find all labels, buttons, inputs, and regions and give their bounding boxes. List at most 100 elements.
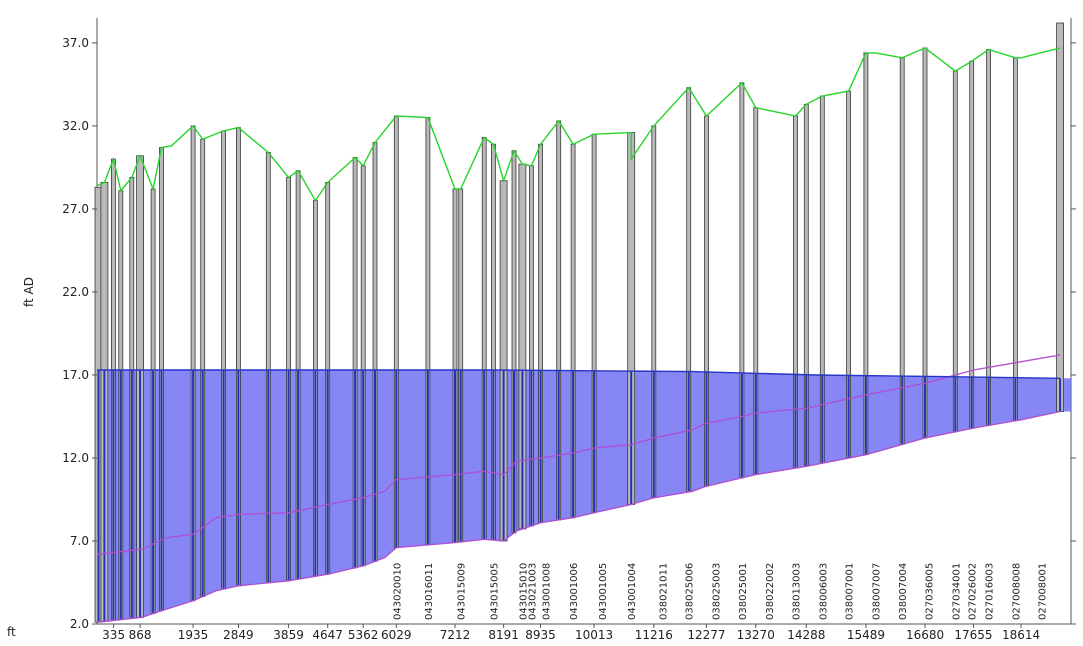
x-tick-label: 17655 bbox=[954, 628, 992, 642]
x-tick-label: 4647 bbox=[312, 628, 343, 642]
structure-water-stripe bbox=[805, 374, 808, 467]
structure-water-stripe bbox=[287, 370, 290, 581]
structure-water-stripe bbox=[630, 371, 633, 505]
structure-water-stripe bbox=[864, 375, 867, 455]
x-tick-label: 10013 bbox=[575, 628, 613, 642]
x-tick-label: 5362 bbox=[348, 628, 379, 642]
structure-water-stripe bbox=[754, 373, 757, 475]
x-axis: 335 868 1935 2849 3859 4647 5362 6029 7212 8191 89… bbox=[102, 624, 1040, 642]
x-tick-label: 13270 bbox=[737, 628, 775, 642]
node-label: 043001004 bbox=[627, 563, 638, 620]
ground-level-line bbox=[96, 47, 1061, 202]
node-label: 043016011 bbox=[424, 563, 435, 620]
y-tick-label: 2.0 bbox=[70, 617, 89, 631]
structure-column bbox=[1013, 57, 1018, 422]
flow-area bbox=[97, 370, 1071, 623]
structure-water-stripe bbox=[970, 377, 973, 429]
node-label: 038007007 bbox=[871, 563, 882, 620]
structure-water-stripe bbox=[847, 375, 850, 458]
series-lines bbox=[96, 47, 1061, 623]
structure-water-stripe bbox=[652, 371, 655, 498]
structure-water-stripe bbox=[237, 370, 240, 586]
node-label: 043015005 bbox=[489, 563, 500, 620]
node-label: 038007004 bbox=[898, 563, 909, 620]
x-tick-label: 3859 bbox=[273, 628, 304, 642]
node-label: 027036005 bbox=[925, 563, 936, 620]
x-tick-label: 18614 bbox=[1002, 628, 1040, 642]
node-labels: 043020010 043016011 043015009 043015005 0430… bbox=[392, 563, 1048, 620]
x-tick-label: 868 bbox=[129, 628, 152, 642]
y-tick-label: 17.0 bbox=[62, 368, 89, 382]
node-label: 027026002 bbox=[968, 563, 979, 620]
structure-water-stripe bbox=[192, 370, 195, 601]
structure-water-stripe bbox=[924, 376, 926, 438]
structure-water-stripe bbox=[530, 370, 533, 526]
node-label: 038022002 bbox=[765, 563, 776, 620]
node-label: 038007001 bbox=[845, 563, 856, 620]
y-tick-label: 12.0 bbox=[62, 451, 89, 465]
structure-water-stripe bbox=[374, 370, 376, 562]
structure-water-stripe bbox=[112, 370, 115, 621]
structure-water-stripe bbox=[687, 371, 690, 492]
hydraulic-grade-line bbox=[97, 369, 1061, 379]
node-label: 038025006 bbox=[685, 563, 696, 620]
node-label: 038021011 bbox=[658, 563, 669, 620]
node-label: 038013003 bbox=[792, 563, 803, 620]
structure-water-stripe bbox=[705, 372, 708, 487]
structure-water-stripe bbox=[502, 370, 505, 541]
node-label: 038006003 bbox=[818, 563, 829, 620]
x-tick-label: 2849 bbox=[223, 628, 254, 642]
node-label: 043001008 bbox=[542, 563, 553, 620]
x-tick-label: 11216 bbox=[635, 628, 673, 642]
structure-water-stripe bbox=[954, 376, 957, 432]
structure-water-stripe bbox=[297, 370, 300, 580]
structure-water-stripe bbox=[222, 370, 225, 590]
node-label: 043015009 bbox=[457, 563, 468, 620]
node-label: 027008001 bbox=[1038, 563, 1049, 620]
node-label: 043015010 bbox=[518, 563, 529, 620]
structure-water-stripe bbox=[314, 370, 317, 577]
structure-water-stripe bbox=[362, 370, 365, 566]
x-tick-label: 6029 bbox=[381, 628, 412, 642]
x-tick-label: 335 bbox=[102, 628, 125, 642]
structure-water-stripe bbox=[139, 370, 142, 618]
structure-water-stripe bbox=[201, 370, 204, 597]
structure-water-stripe bbox=[97, 370, 100, 623]
structure-water-stripe bbox=[557, 370, 560, 520]
structure-column bbox=[969, 60, 975, 429]
pipe-invert-line bbox=[96, 410, 1061, 623]
structure-water-stripe bbox=[267, 370, 270, 583]
x-tick-label: 8191 bbox=[488, 628, 519, 642]
structure-water-stripe bbox=[539, 370, 542, 523]
x-tick-label: 1935 bbox=[178, 628, 209, 642]
y-tick-label: 37.0 bbox=[62, 36, 89, 50]
node-label: 038025003 bbox=[712, 563, 723, 620]
y-tick-label: 22.0 bbox=[62, 285, 89, 299]
node-label: 027016003 bbox=[985, 563, 996, 620]
structure-water-stripe bbox=[426, 370, 429, 545]
structure-water-stripe bbox=[459, 370, 462, 542]
x-axis-title: ft bbox=[7, 625, 16, 639]
x-tick-label: 7212 bbox=[440, 628, 471, 642]
structure-water-stripe bbox=[572, 370, 575, 518]
structure-columns bbox=[94, 22, 1064, 623]
structure-water-stripe bbox=[1059, 378, 1062, 412]
structure-water-stripe bbox=[593, 370, 596, 513]
structure-water-stripe bbox=[513, 370, 515, 533]
x-tick-label: 8935 bbox=[525, 628, 556, 642]
y-axis: 2.0 7.0 12.0 17.0 22.0 27.0 32.0 37.0 bbox=[62, 36, 1076, 631]
x-tick-label: 16680 bbox=[906, 628, 944, 642]
structure-water-stripe bbox=[492, 370, 495, 541]
flow-area-fill bbox=[97, 370, 1071, 623]
structure-water-stripe bbox=[521, 370, 524, 529]
x-tick-label: 14288 bbox=[787, 628, 825, 642]
node-label: 043001006 bbox=[569, 563, 580, 620]
x-tick-label: 12277 bbox=[687, 628, 725, 642]
node-label: 038025001 bbox=[738, 563, 749, 620]
structure-water-stripe bbox=[395, 370, 398, 548]
structure-water-stripe bbox=[130, 370, 133, 619]
structure-water-stripe bbox=[821, 375, 824, 464]
pipe-crown-line bbox=[96, 354, 1061, 555]
structure-water-stripe bbox=[354, 370, 357, 568]
